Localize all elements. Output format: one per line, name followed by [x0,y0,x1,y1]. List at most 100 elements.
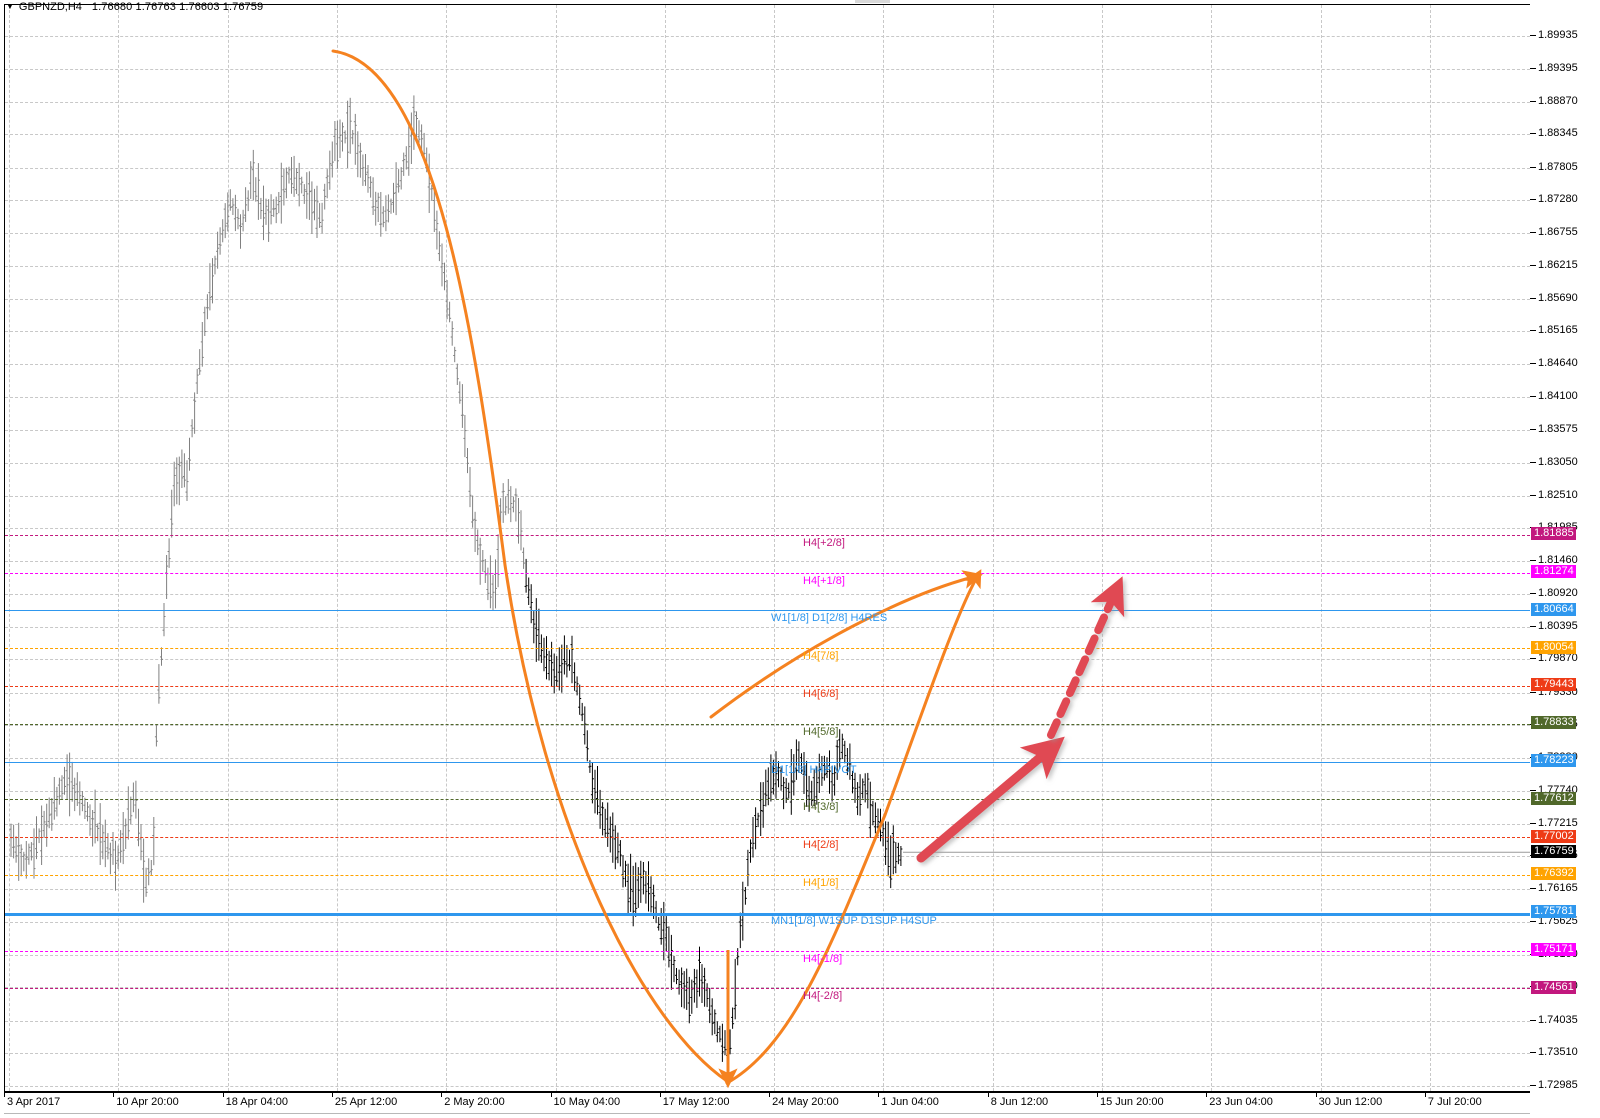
time-tick [331,1093,333,1097]
ohlc-bar [226,192,230,232]
level-line[interactable] [5,950,1530,952]
ohlc-bar [147,858,151,886]
time-tick-label: 3 Apr 2017 [7,1096,61,1108]
ohlc-bar [460,384,464,428]
ohlc-bar [83,797,87,819]
ohlc-bar [743,887,747,905]
gridline-horizontal [5,626,1530,628]
level-price-badge[interactable]: 1.79443 [1531,678,1576,692]
chart-scrollbar[interactable] [4,1114,1530,1118]
ohlc-bar [754,807,758,850]
gridline-horizontal [5,692,1530,694]
level-line[interactable] [5,685,1530,687]
ohlc-bar [167,538,171,568]
price-tick [1530,133,1536,135]
level-line[interactable] [5,610,1530,612]
level-price-badge[interactable]: 1.77612 [1531,791,1576,805]
ohlc-bar [647,861,650,912]
level-price-badge[interactable]: 1.78223 [1531,754,1576,768]
ohlc-bar [139,824,143,861]
ohlc-bar [435,210,439,250]
ohlc-bar [494,559,497,609]
level-line[interactable] [5,572,1530,574]
ohlc-bar [450,321,454,346]
level-price-badge[interactable]: 1.74561 [1531,980,1576,994]
ohlc-bar [70,761,74,802]
ohlc-bar [287,166,291,184]
ohlc-bar [578,684,582,715]
price-tick-label: 1.76165 [1538,882,1578,894]
ohlc-bar [32,828,36,879]
level-price-badge[interactable]: 1.80664 [1531,602,1576,616]
time-axis[interactable]: 3 Apr 2017 10 Apr 20:00 18 Apr 04:00 25 Apr… [4,1092,1530,1114]
level-line[interactable] [5,761,1530,763]
level-label: H4[7/8] [803,650,839,663]
time-tick-label: 15 Jun 20:00 [1100,1096,1164,1108]
level-price-badge[interactable]: 1.78833 [1531,716,1576,730]
ohlc-bar [381,206,385,228]
level-line[interactable] [5,912,1530,916]
level-line[interactable] [5,988,1530,990]
ohlc-bar [794,739,798,780]
ohlc-bar [407,123,411,176]
price-tick [1530,100,1536,102]
ohlc-bar [412,95,416,150]
level-price-badge[interactable]: 1.75781 [1531,905,1576,919]
ohlc-bar [822,755,826,781]
ohlc-bar [379,192,383,237]
level-price-badge[interactable]: 1.77002 [1531,829,1576,843]
level-price-badge[interactable]: 1.81885 [1531,527,1576,541]
ohlc-bar [881,819,885,847]
ohlc-bar [759,782,763,836]
gridline-horizontal [5,725,1530,727]
level-label: H4[6/8] [803,687,839,700]
ohlc-bar [394,162,398,216]
ohlc-bar [427,153,431,213]
gridline-vertical [1211,5,1213,1091]
ohlc-bar [792,754,796,796]
level-line[interactable] [5,723,1530,725]
price-tick [1530,691,1536,693]
last-price-badge[interactable]: 1.76759 [1531,844,1576,858]
level-line[interactable] [5,874,1530,876]
price-tick [1530,330,1536,332]
ohlc-bar [899,846,903,866]
level-price-badge[interactable]: 1.76392 [1531,867,1576,881]
ohlc-bar [585,730,589,762]
ohlc-bar [195,368,199,394]
level-price-badge[interactable]: 1.81274 [1531,565,1576,579]
ohlc-bar [119,830,123,863]
ohlc-bar [45,803,49,847]
gridline-horizontal [5,331,1530,333]
price-axis[interactable]: 1.89935 1.89395 1.88870 1.88345 1.87805 1.872… [1530,4,1600,1092]
level-price-badge[interactable]: 1.75171 [1531,943,1576,957]
ohlc-bar [175,457,179,505]
chart-plot-area[interactable]: H4[+2/8] H4[+1/8] W1[1/8] D1[2/8] H4RES H4[… [4,4,1530,1092]
ohlc-bar [606,802,610,847]
ohlc-bar [180,449,184,488]
ohlc-bar [570,635,574,684]
level-price-badge[interactable]: 1.80054 [1531,640,1576,654]
level-line[interactable] [5,534,1530,536]
time-tick [769,1093,771,1097]
ohlc-bar [774,751,778,799]
gridline-vertical [1320,5,1322,1091]
level-line[interactable] [5,837,1530,839]
gridline-horizontal [5,1053,1530,1055]
ohlc-bar [687,976,691,1024]
ohlc-bar [88,804,92,836]
level-line[interactable] [5,648,1530,650]
horizontal-scrollbar-thumb[interactable] [855,0,890,3]
ohlc-bar [458,381,462,404]
ohlc-bar [126,786,130,840]
ohlc-bar [374,191,378,226]
ohlc-bar [284,167,288,199]
ohlc-bar [517,498,520,544]
ohlc-bar [761,782,765,828]
ohlc-bar [889,835,893,889]
level-line[interactable] [5,799,1530,801]
ohlc-bar [833,765,837,796]
ohlc-bar [856,782,860,816]
ohlc-bar [103,819,107,868]
ohlc-bar [152,817,156,866]
